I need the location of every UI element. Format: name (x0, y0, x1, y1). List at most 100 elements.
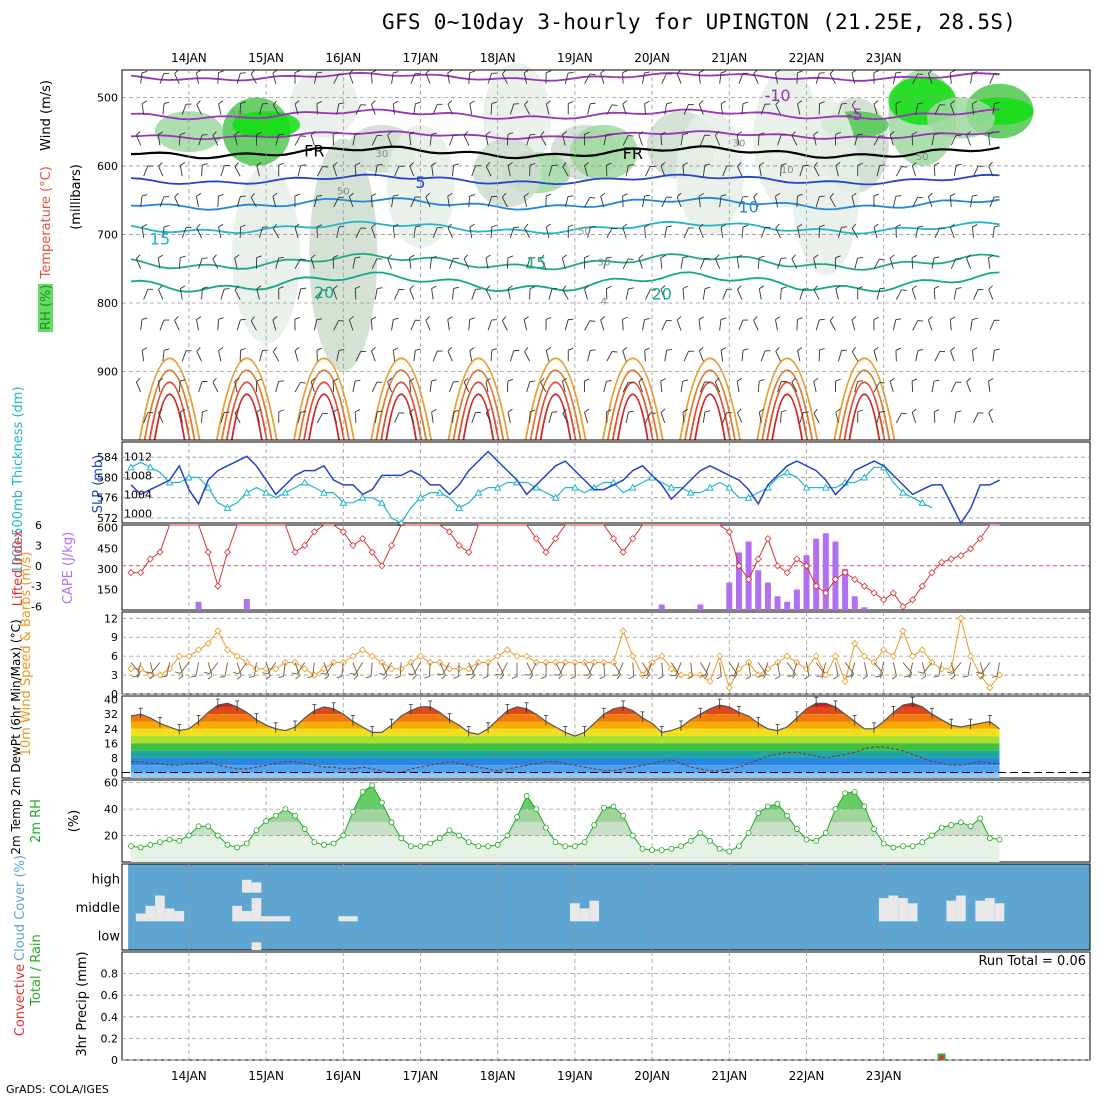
wind10-barb-flag (262, 672, 268, 675)
wind10-barb (482, 662, 489, 679)
thickness-point (706, 483, 714, 491)
wind-barb (352, 379, 361, 393)
wind-barb-flag (895, 71, 902, 74)
wind-barb (259, 102, 268, 115)
wind-barb-staff (931, 257, 935, 269)
wind-barb (829, 69, 836, 84)
cape-bar (735, 552, 742, 610)
temperature-arch (385, 393, 418, 441)
wind-barb-flag (513, 103, 520, 105)
wind-barb-staff (992, 226, 995, 238)
wind-barb-staff (702, 165, 706, 177)
wind-barb (857, 409, 863, 423)
wind-barb-flag (966, 254, 971, 259)
wind-barb-flag (163, 348, 170, 351)
wind-barb-flag (540, 131, 545, 137)
wind-barb-flag (202, 409, 208, 413)
wind-barb-staff (562, 166, 569, 177)
wind-barb-flag (720, 223, 727, 228)
wind-barb-flag (316, 71, 323, 74)
wind-barb (275, 380, 284, 393)
wind-barb (564, 318, 574, 331)
wind-barb-staff (179, 288, 183, 300)
wind-barb-flag (447, 69, 453, 74)
temperature-arch (756, 357, 819, 441)
wind-barb-staff (873, 258, 880, 269)
wind-barb-flag (425, 192, 430, 198)
rh2m-point (919, 839, 926, 846)
wind-barb-flag (901, 166, 907, 168)
wind-barb (509, 226, 520, 239)
wind-barb-staff (722, 165, 728, 177)
li-ylabel: Lifted Index (11, 529, 26, 606)
wind10-barb-flag (248, 675, 255, 678)
wind-barb-staff (201, 411, 203, 423)
wind-barb-flag (841, 226, 847, 228)
wind10-barb (320, 662, 335, 675)
rh2m-point (311, 839, 318, 846)
wind-barb (370, 69, 377, 84)
wind-barb (355, 350, 367, 362)
wind-barb (507, 162, 513, 177)
wind-barb-flag (354, 409, 361, 413)
contour-label: 10 (781, 165, 794, 176)
wind-barb-flag (775, 223, 780, 229)
li-point (812, 582, 820, 590)
rh2m-point (948, 822, 955, 828)
wind-barb-flag (819, 195, 825, 197)
wind-barb (587, 226, 596, 238)
li-point (822, 589, 830, 597)
wind-barb (371, 381, 383, 393)
wind-barb-flag (300, 164, 307, 166)
wind-barb-staff (777, 381, 782, 393)
wind-barb-staff (409, 165, 415, 177)
wind-barb-staff (736, 134, 740, 146)
contour-label: 50 (578, 226, 591, 237)
rh-shading (791, 97, 860, 276)
wind-barb-staff (332, 412, 338, 424)
wind-barb-staff (198, 381, 203, 393)
wind10-barb-flag (950, 675, 956, 680)
wind-barb-flag (218, 347, 224, 351)
wind10-barb-flag (587, 674, 592, 680)
wind-barb-staff (196, 196, 199, 208)
wind-barb-flag (196, 100, 201, 105)
wind-barb (895, 166, 907, 177)
wind-barb (753, 192, 759, 208)
wind10-barb-staff (209, 662, 219, 674)
precip-ylabel-total: Total / Rain (29, 934, 44, 1007)
wind-barb-staff (933, 411, 936, 423)
wind10-barb-flag (816, 675, 822, 677)
cape-tick-label: 300 (97, 563, 118, 576)
wind-barb-flag (310, 131, 316, 136)
wind-barb-staff (966, 258, 971, 269)
wind10-barb-staff (137, 662, 142, 677)
wind-barb-flag (775, 192, 781, 197)
wind-barb-staff (387, 381, 392, 393)
thickness-point (551, 493, 560, 501)
wind-barb-flag (141, 70, 148, 74)
wind-barb-flag (955, 134, 962, 137)
wind10-barb (524, 662, 537, 676)
wind-barb-flag (720, 100, 727, 105)
wind-barb-staff (198, 258, 203, 269)
rh2m-point (147, 841, 154, 848)
wind-barb (212, 131, 219, 146)
wind-barb-flag (688, 227, 694, 229)
wind-barb-staff (256, 165, 260, 177)
cloud-bar (261, 916, 271, 922)
wind-barb-staff (912, 320, 919, 331)
temperature-arch (225, 381, 268, 441)
li-point (301, 541, 309, 549)
rh2m-point (253, 827, 260, 834)
wind-barb-staff (313, 319, 318, 331)
contour-label: 50 (337, 187, 350, 198)
wind-barb-staff (933, 288, 936, 300)
wind-barb-staff (931, 381, 935, 393)
wind-barb (702, 410, 711, 423)
wind-barb (988, 378, 994, 393)
wind-barb (391, 317, 399, 331)
wind-barb-staff (234, 412, 241, 424)
pressure-tick-label: 600 (97, 160, 118, 173)
wind-barb (622, 381, 634, 393)
